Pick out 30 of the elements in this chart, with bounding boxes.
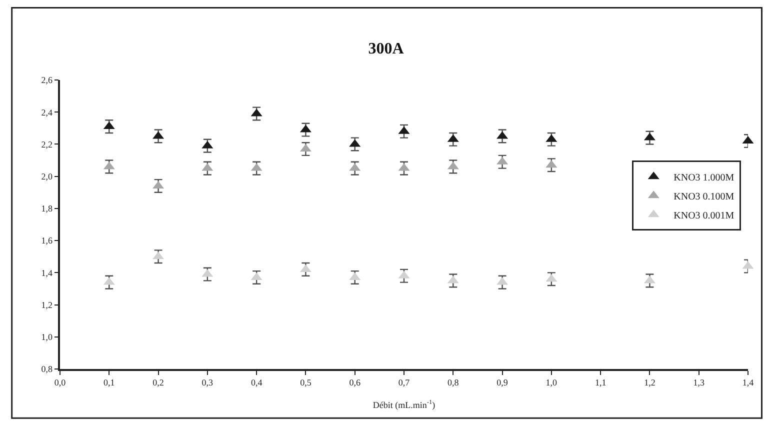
x-tick-label: 0,1 [104, 378, 115, 388]
x-tick-label: 0,7 [398, 378, 410, 388]
y-tick-label: 2,0 [41, 171, 53, 182]
y-tick-label: 1,0 [41, 332, 53, 342]
x-tick-label: 0,6 [349, 378, 361, 388]
y-tick-label: 1,4 [41, 268, 53, 278]
x-tick-label: 0,8 [448, 378, 460, 388]
x-tick-label: 0,2 [152, 378, 164, 388]
chart-title: 300A [368, 40, 404, 58]
x-tick-label: 1,3 [693, 378, 705, 388]
y-tick-label: 1,6 [41, 236, 53, 246]
legend-label: KNO3 1.000M [674, 172, 734, 184]
y-tick-label: 2,4 [41, 107, 53, 118]
y-tick-label: 2,6 [41, 75, 53, 86]
legend-label: KNO3 0.100M [674, 192, 734, 202]
x-tick-label: 1,2 [644, 378, 656, 388]
x-tick-label: 0,4 [250, 378, 263, 388]
legend-label: KNO3 0.001M [674, 210, 734, 222]
x-tick-label: 0,5 [300, 378, 312, 388]
y-tick-label: 1,2 [41, 300, 52, 310]
x-tick-label: 1,1 [594, 378, 606, 388]
x-axis-title: Débit (mL.min$^{-1}$) [372, 399, 436, 410]
x-tick-label: 0,9 [496, 378, 508, 388]
y-tick-label: 0,8 [41, 364, 53, 374]
y-tick-label: 1,8 [41, 204, 53, 214]
y-tick-label: 2,2 [41, 139, 52, 150]
x-tick-label: 1,0 [546, 378, 558, 388]
x-tick-label: 0,0 [54, 378, 66, 388]
x-tick-label: 1,4 [742, 378, 754, 388]
x-tick-label: 0,3 [202, 378, 214, 388]
